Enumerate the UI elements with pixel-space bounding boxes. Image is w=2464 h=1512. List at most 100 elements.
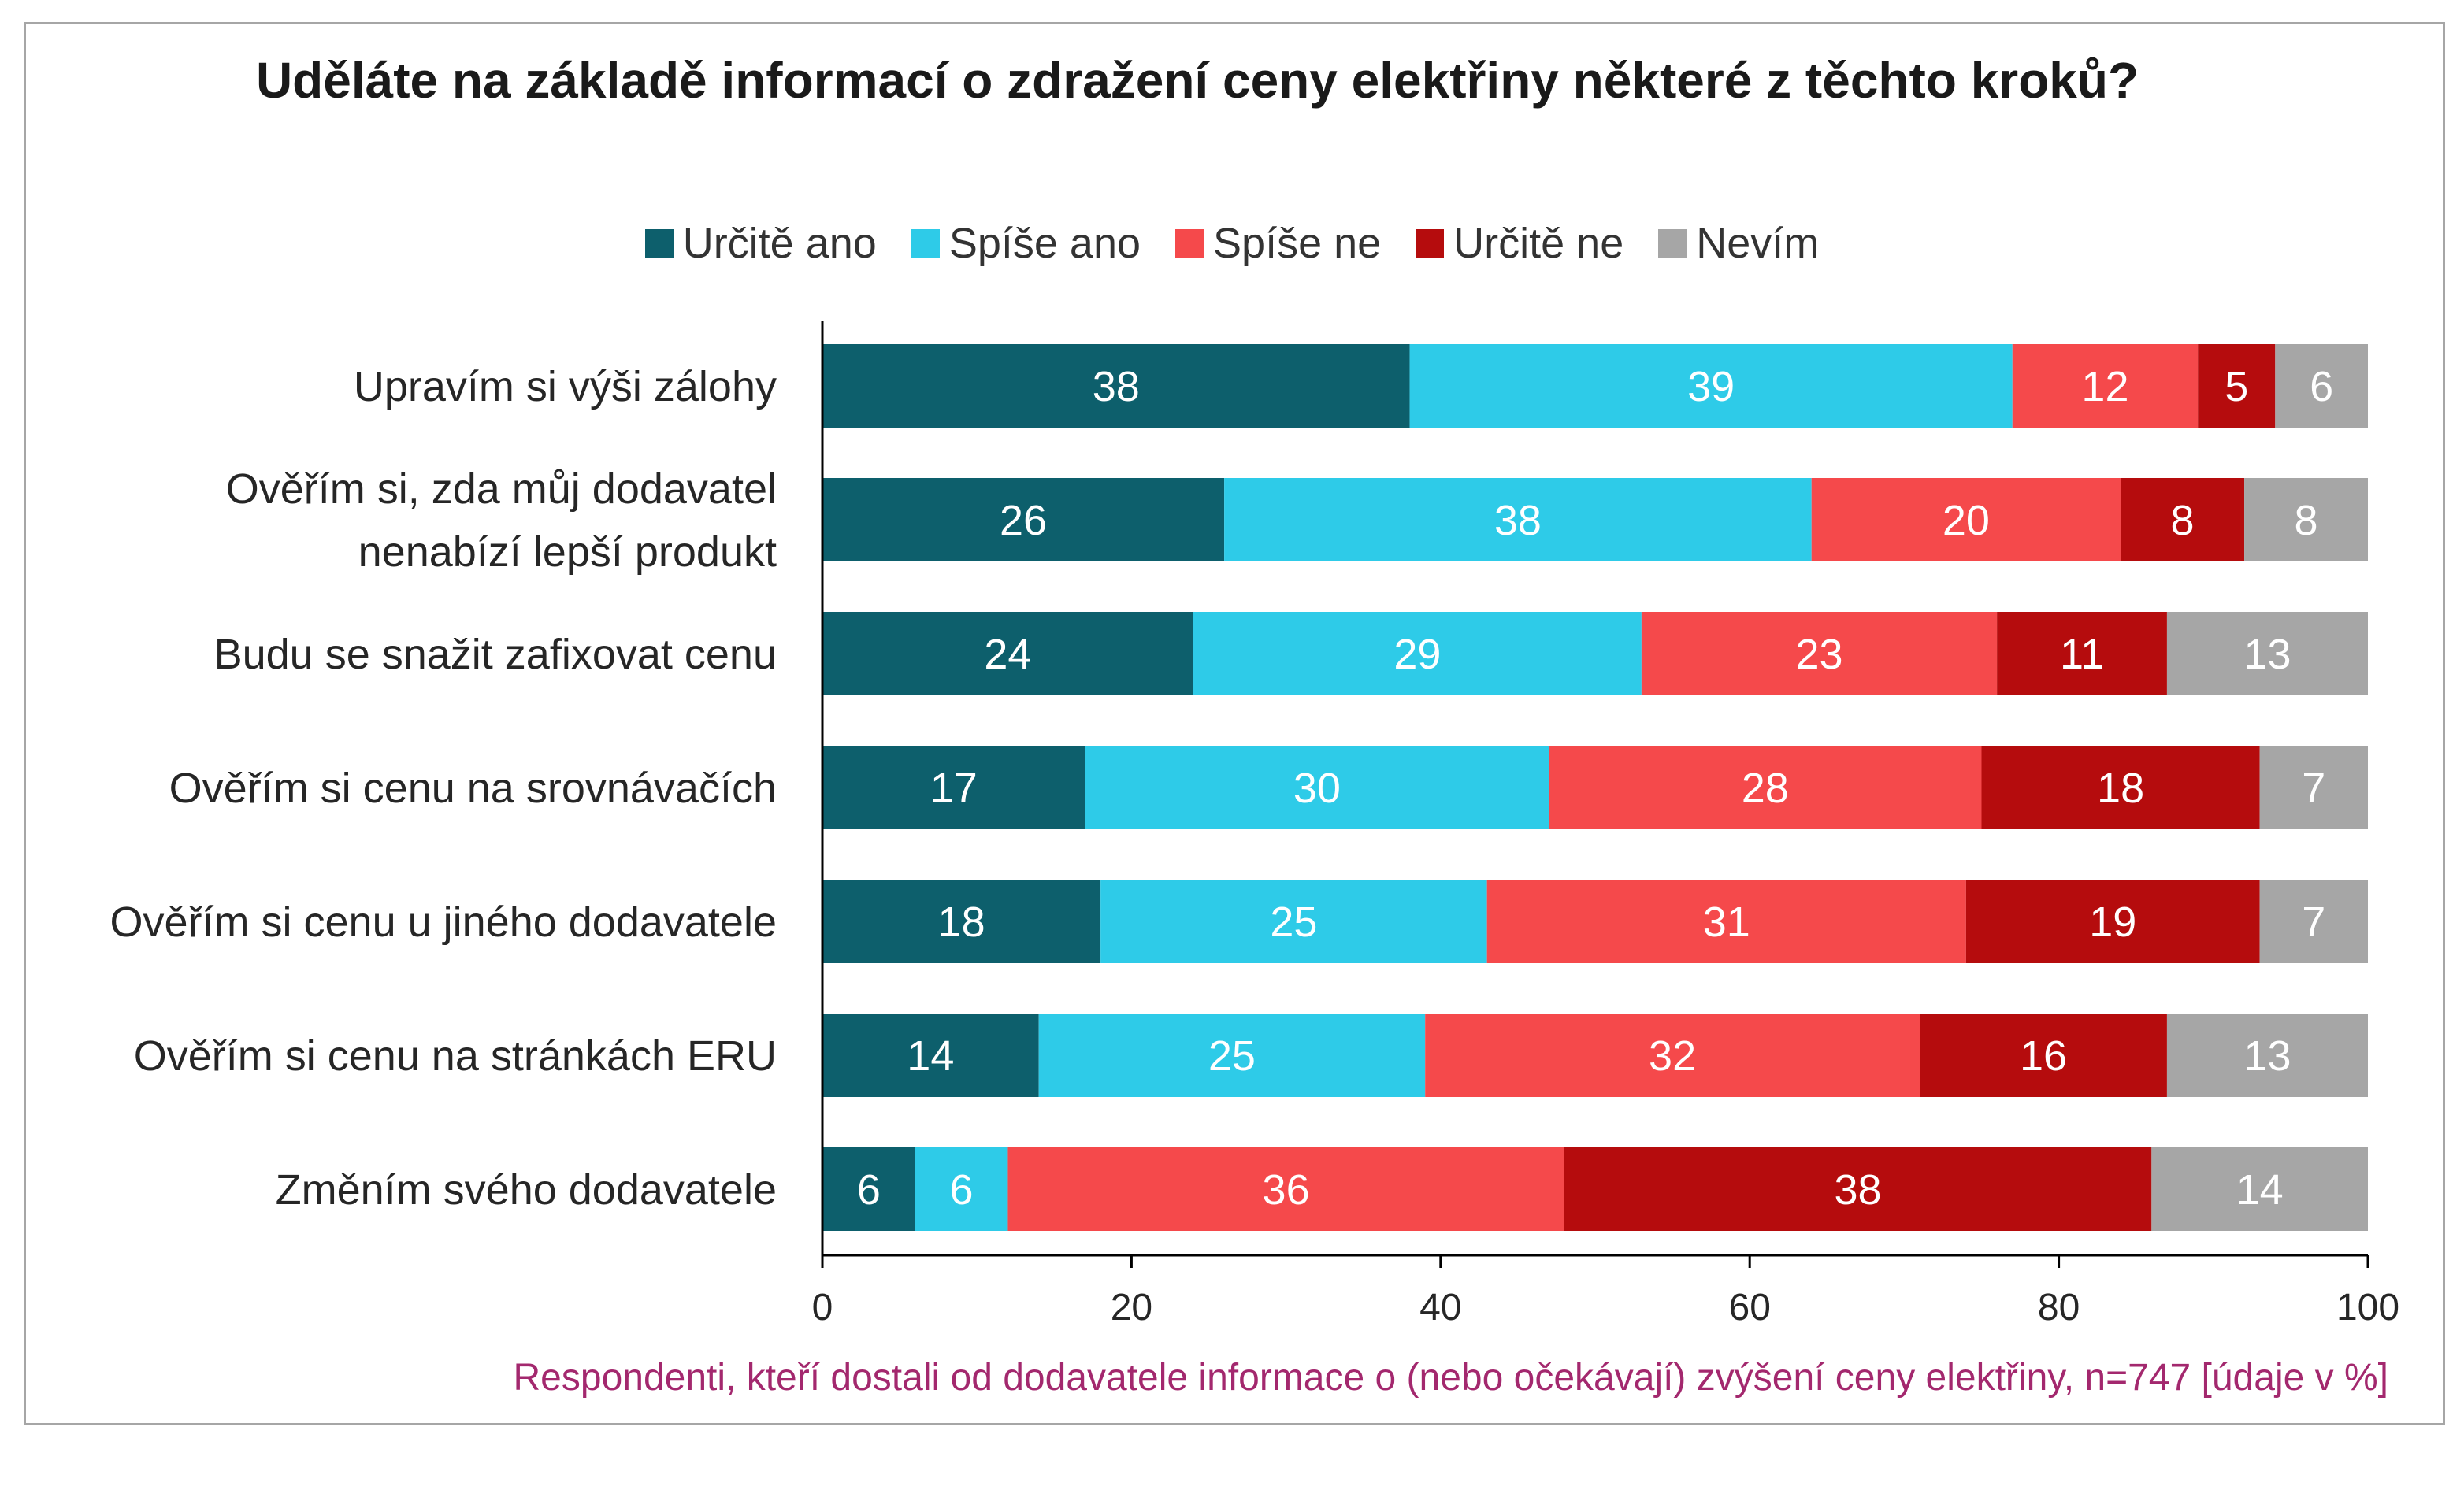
x-tick-label: 0 xyxy=(812,1287,833,1329)
category-label: Ověřím si cenu na srovnávačích xyxy=(169,765,777,812)
bar-segment xyxy=(2012,344,2199,428)
data-label: 13 xyxy=(2243,1032,2291,1080)
data-label: 29 xyxy=(1393,631,1441,678)
bar-segment xyxy=(822,478,1225,561)
bar-segment xyxy=(822,880,1101,963)
legend-swatch xyxy=(644,229,674,258)
x-tick-label: 60 xyxy=(1729,1287,1771,1329)
data-label: 26 xyxy=(1000,497,1047,544)
legend-swatch xyxy=(1658,229,1687,258)
legend-label: Spíše ano xyxy=(948,220,1141,267)
data-label: 30 xyxy=(1293,765,1341,812)
x-tick-label: 40 xyxy=(1419,1287,1461,1329)
data-label: 25 xyxy=(1208,1032,1256,1080)
bar-segment xyxy=(2121,478,2245,561)
bar-segment xyxy=(1038,1014,1426,1097)
bar-segment xyxy=(1409,344,2013,428)
data-label: 19 xyxy=(2089,899,2136,946)
data-label: 7 xyxy=(2302,765,2325,812)
bar-segment xyxy=(1425,1014,1920,1097)
category-label: Ověřím si, zda můj dodavatel xyxy=(226,465,777,513)
data-label: 20 xyxy=(1943,497,1990,544)
bar-segment xyxy=(2275,344,2368,428)
category-label: Ověřím si cenu na stránkách ERU xyxy=(134,1032,777,1080)
bar-segment xyxy=(2198,344,2276,428)
bar-segment xyxy=(1224,478,1812,561)
bar-segment xyxy=(2151,1147,2368,1231)
legend-item: Určitě ano xyxy=(644,219,877,268)
data-label: 25 xyxy=(1270,899,1317,946)
bar-segment xyxy=(822,612,1193,695)
category-labels: Upravím si výši zálohy Ověřím si, zda můj… xyxy=(110,363,777,1214)
category-label: Upravím si výši zálohy xyxy=(354,363,777,410)
bar-segment xyxy=(1965,880,2260,963)
bar-segment xyxy=(1193,612,1642,695)
data-label: 6 xyxy=(857,1166,881,1214)
legend-swatch xyxy=(1175,229,1204,258)
bar-segment xyxy=(2166,612,2368,695)
legend-item: Spíše ne xyxy=(1175,219,1381,268)
data-label: 24 xyxy=(984,631,1031,678)
footnote: Respondenti, kteří dostali od dodavatele… xyxy=(513,1357,2388,1399)
data-label: 5 xyxy=(2225,363,2248,410)
bars-group: 38 39 12 5 6 26 38 20 8 8 24 29 23 11 13 17 30 28 18 7 18 25 3… xyxy=(822,344,2368,1231)
data-label: 8 xyxy=(2171,497,2195,544)
data-label: 14 xyxy=(2236,1166,2284,1214)
bar-segment xyxy=(822,344,1410,428)
bar-segment xyxy=(1486,880,1966,963)
data-label: 16 xyxy=(2020,1032,2067,1080)
bar-segment xyxy=(822,1147,915,1231)
bar-segment xyxy=(1981,746,2260,829)
x-tick-label: 100 xyxy=(2336,1287,2399,1329)
legend-item: Spíše ano xyxy=(911,219,1141,268)
bar-segment xyxy=(2166,1014,2368,1097)
legend-swatch xyxy=(1416,229,1445,258)
legend-label: Určitě ano xyxy=(682,220,877,267)
bar-segment xyxy=(1085,746,1549,829)
data-label: 23 xyxy=(1795,631,1842,678)
bar-segment xyxy=(2244,478,2368,561)
bar-segment xyxy=(1641,612,1998,695)
bar-segment xyxy=(1549,746,1982,829)
data-label: 38 xyxy=(1835,1166,1882,1214)
data-label: 28 xyxy=(1742,765,1789,812)
bar-segment xyxy=(822,746,1085,829)
data-label: 6 xyxy=(950,1166,974,1214)
legend-label: Nevím xyxy=(1696,220,1820,267)
bar-segment xyxy=(915,1147,1008,1231)
data-label: 8 xyxy=(2294,497,2317,544)
category-label: nenabízí lepší produkt xyxy=(358,528,777,576)
legend: Určitě ano Spíše ano Spíše ne Určitě ne Neví… xyxy=(0,219,2464,268)
bar-segment xyxy=(1007,1147,1564,1231)
bar-segment xyxy=(1811,478,2121,561)
data-label: 36 xyxy=(1263,1166,1310,1214)
legend-label: Spíše ne xyxy=(1213,220,1382,267)
data-label: 12 xyxy=(2081,363,2128,410)
bar-segment xyxy=(1564,1147,2152,1231)
legend-swatch xyxy=(911,229,940,258)
legend-item: Určitě ne xyxy=(1416,219,1623,268)
bar-segment xyxy=(822,1014,1039,1097)
bar-segment xyxy=(1997,612,2167,695)
bar-segment xyxy=(1100,880,1487,963)
bar-segment xyxy=(2259,746,2368,829)
legend-item: Nevím xyxy=(1658,219,1819,268)
data-label: 32 xyxy=(1649,1032,1696,1080)
data-label: 38 xyxy=(1494,497,1542,544)
legend-label: Určitě ne xyxy=(1453,220,1624,267)
axes: 0 20 40 60 80 100 xyxy=(812,321,2399,1329)
x-tick-label: 80 xyxy=(2038,1287,2080,1329)
data-label: 6 xyxy=(2310,363,2333,410)
category-label: Změním svého dodavatele xyxy=(276,1166,777,1214)
category-label: Ověřím si cenu u jiného dodavatele xyxy=(110,899,777,946)
data-label: 31 xyxy=(1703,899,1750,946)
data-label: 39 xyxy=(1687,363,1735,410)
data-label: 18 xyxy=(2097,765,2144,812)
bar-segment xyxy=(2259,880,2368,963)
chart-title: Uděláte na základě informací o zdražení … xyxy=(255,52,2139,109)
data-label: 38 xyxy=(1093,363,1140,410)
data-label: 13 xyxy=(2243,631,2291,678)
data-label: 17 xyxy=(930,765,978,812)
data-label: 14 xyxy=(907,1032,954,1080)
